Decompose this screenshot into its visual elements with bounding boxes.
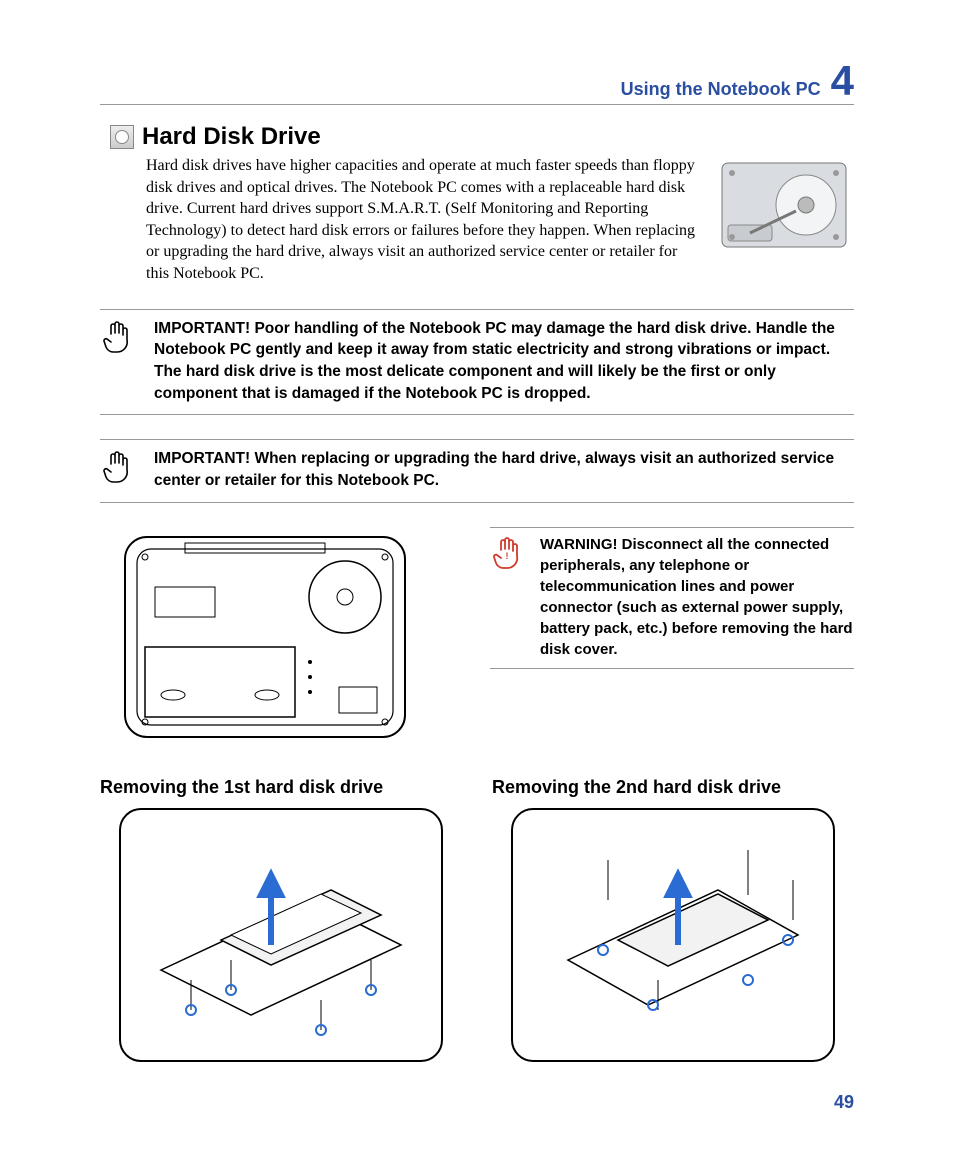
chapter-title: Using the Notebook PC bbox=[621, 79, 821, 100]
diagram-hdd-1 bbox=[119, 808, 443, 1062]
chapter-header: Using the Notebook PC 4 bbox=[100, 60, 854, 105]
important-text-2: IMPORTANT! When replacing or upgrading t… bbox=[150, 448, 854, 491]
important-text-1: IMPORTANT! Poor handling of the Notebook… bbox=[150, 318, 854, 405]
warning-callout: ! WARNING! Disconnect all the connected … bbox=[490, 527, 854, 669]
section-intro-text: Hard disk drives have higher capacities … bbox=[146, 155, 702, 285]
subsection-heading-1: Removing the 1st hard disk drive bbox=[100, 777, 462, 798]
diagram-hdd-2 bbox=[511, 808, 835, 1062]
important-callout-2: IMPORTANT! When replacing or upgrading t… bbox=[100, 439, 854, 502]
hand-stop-icon bbox=[100, 318, 134, 354]
laptop-bottom-diagram bbox=[115, 527, 415, 747]
hand-stop-icon bbox=[100, 448, 134, 484]
chapter-number: 4 bbox=[831, 60, 854, 102]
page-number: 49 bbox=[834, 1092, 854, 1113]
hard-disk-icon bbox=[110, 125, 134, 149]
svg-text:!: ! bbox=[506, 551, 509, 561]
section-heading: Hard Disk Drive bbox=[142, 123, 321, 151]
warning-text: WARNING! Disconnect all the connected pe… bbox=[540, 534, 854, 660]
subsection-heading-2: Removing the 2nd hard disk drive bbox=[492, 777, 854, 798]
hand-warning-icon: ! bbox=[490, 534, 524, 660]
important-callout-1: IMPORTANT! Poor handling of the Notebook… bbox=[100, 309, 854, 416]
hard-disk-photo bbox=[714, 155, 854, 255]
